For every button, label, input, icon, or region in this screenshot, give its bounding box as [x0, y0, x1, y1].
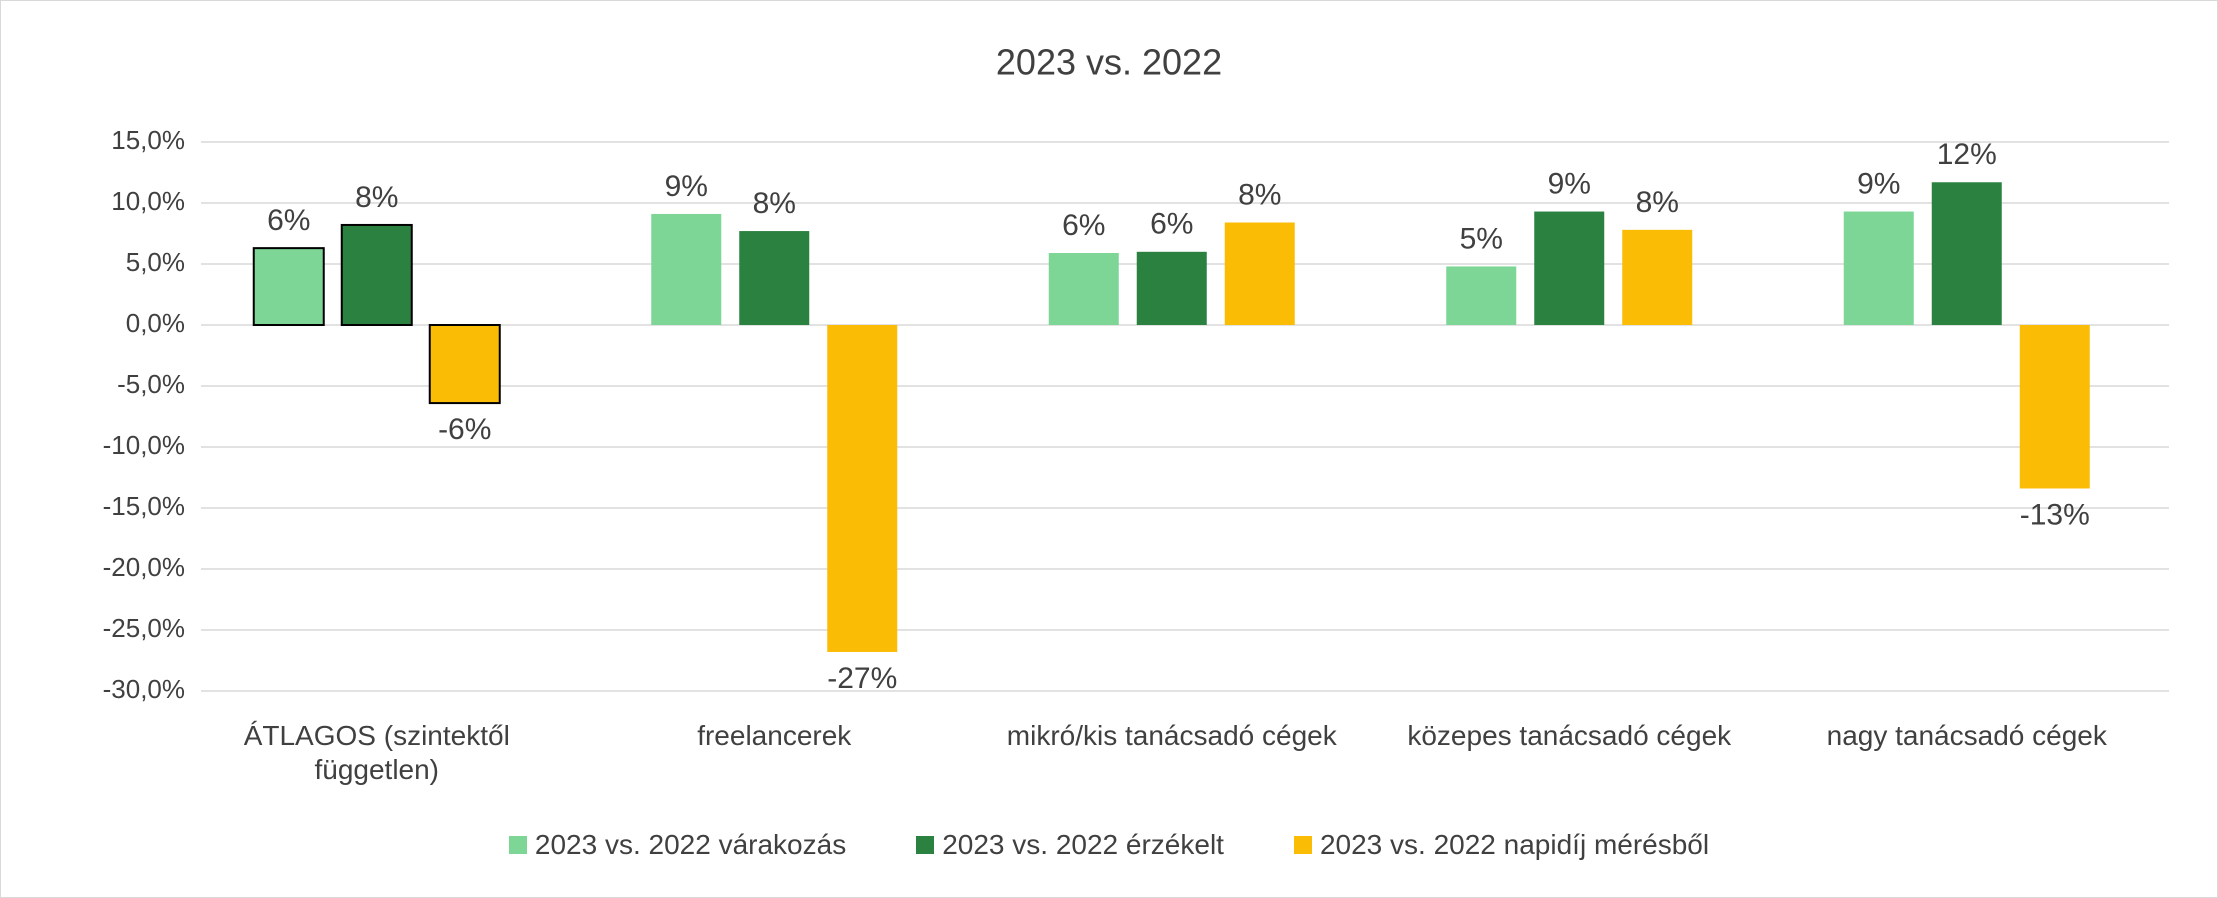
- x-tick-label: nagy tanácsadó cégek: [1826, 720, 2107, 751]
- legend-label: 2023 vs. 2022 napidíj mérésből: [1319, 829, 1710, 860]
- chart-title: 2023 vs. 2022: [996, 42, 1222, 83]
- legend-item: 2023 vs. 2022 érzékelt: [916, 829, 1224, 861]
- data-label: 8%: [1238, 178, 1281, 211]
- x-tick-label: ÁTLAGOS (szintektől független): [243, 720, 510, 785]
- legend-item: 2023 vs. 2022 várakozás: [508, 829, 847, 861]
- legend-label: 2023 vs. 2022 érzékelt: [942, 829, 1224, 860]
- bar: [827, 325, 898, 652]
- data-label: -13%: [2020, 498, 2090, 531]
- y-tick-label: -25,0%: [103, 613, 185, 643]
- x-tick-label: közepes tanácsadó cégek: [1407, 720, 1732, 751]
- y-tick-label: -5,0%: [117, 369, 185, 399]
- legend-swatch: [1293, 836, 1312, 854]
- data-label: -27%: [827, 662, 897, 695]
- data-label: 6%: [1062, 209, 1105, 242]
- bar: [340, 223, 413, 327]
- data-label: -6%: [438, 413, 491, 446]
- x-tick-label: mikró/kis tanácsadó cégek: [1006, 720, 1337, 751]
- bar: [1931, 182, 2002, 325]
- data-label: 5%: [1460, 222, 1503, 255]
- bar: [739, 231, 810, 325]
- data-label: 8%: [753, 187, 796, 220]
- y-tick-label: 15,0%: [111, 125, 185, 155]
- y-tick-label: -30,0%: [103, 674, 185, 704]
- bar: [651, 213, 722, 325]
- y-tick-label: 0,0%: [126, 308, 185, 338]
- y-tick-label: -10,0%: [103, 430, 185, 460]
- bar: [1622, 229, 1693, 325]
- bar: [428, 324, 501, 405]
- y-tick-label: 5,0%: [126, 247, 185, 277]
- bar: [1048, 253, 1119, 325]
- y-tick-label: -20,0%: [103, 552, 185, 582]
- legend-swatch: [916, 836, 935, 854]
- bar: [1843, 211, 1914, 325]
- bar: [252, 247, 325, 326]
- bar: [1224, 222, 1295, 325]
- bar: [1446, 266, 1517, 325]
- data-label: 6%: [267, 204, 310, 237]
- bar: [1136, 251, 1207, 325]
- legend-label: 2023 vs. 2022 várakozás: [534, 829, 847, 860]
- y-tick-label: 10,0%: [111, 186, 185, 216]
- legend-item: 2023 vs. 2022 napidíj mérésből: [1293, 829, 1710, 861]
- legend-swatch: [508, 836, 527, 854]
- bar: [1534, 211, 1605, 325]
- bar: [2019, 325, 2090, 489]
- data-label: 9%: [1857, 167, 1900, 200]
- x-tick-label: freelancerek: [697, 720, 852, 751]
- data-label: 6%: [1150, 208, 1193, 241]
- data-label: 9%: [1548, 167, 1591, 200]
- y-tick-label: -15,0%: [103, 491, 185, 521]
- data-label: 9%: [665, 170, 708, 203]
- data-label: 12%: [1937, 138, 1997, 171]
- data-label: 8%: [1636, 186, 1679, 219]
- legend: 2023 vs. 2022 várakozás 2023 vs. 2022 érz…: [1, 829, 2217, 861]
- data-label: 8%: [355, 181, 398, 214]
